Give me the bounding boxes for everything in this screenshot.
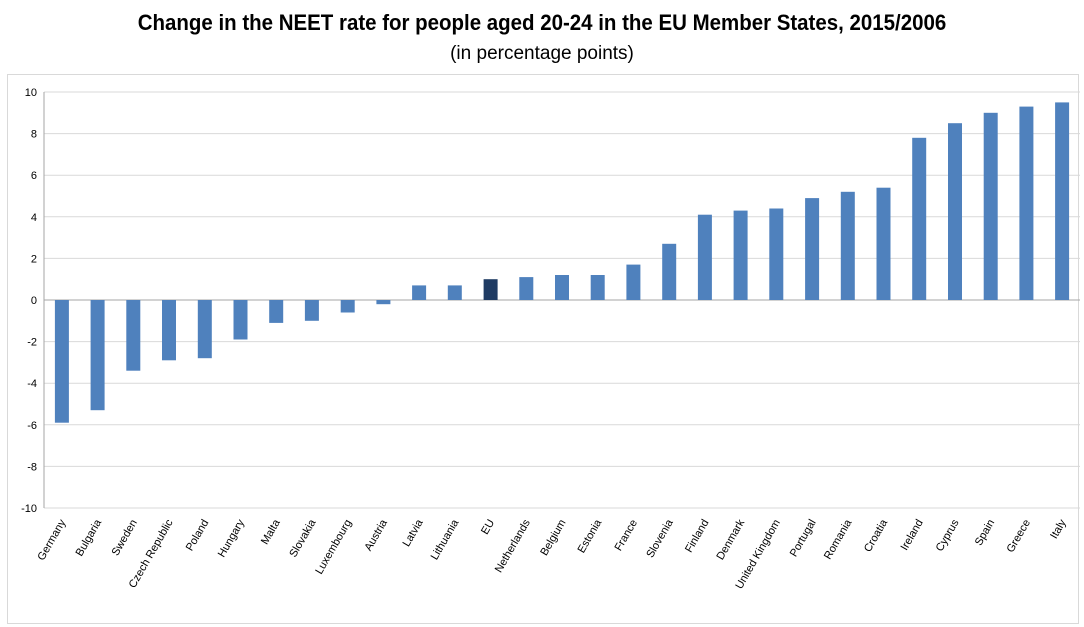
y-tick-label: 10 [25, 87, 37, 99]
x-tick-label: Denmark [715, 517, 748, 562]
x-tick-label: Latvia [401, 517, 427, 549]
x-tick-label: Germany [35, 517, 68, 563]
bar-austria [376, 300, 391, 305]
x-tick-label: Lithuania [429, 517, 462, 562]
x-tick-label: France [613, 518, 641, 554]
bar-slovakia [304, 300, 319, 321]
x-tick-label: Slovakia [287, 517, 319, 560]
bar-poland [197, 300, 212, 359]
x-tick-label: Portugal [788, 518, 819, 559]
bar-croatia [876, 187, 891, 300]
gridlines [44, 91, 1080, 509]
bar-greece [1019, 106, 1034, 300]
x-tick-label: Italy [1048, 517, 1069, 541]
y-tick-labels: 10 8 6 4 2 0 -2 -4 -6 -8 -10 [21, 87, 37, 515]
x-tick-label: Bulgaria [74, 517, 105, 559]
x-tick-label: Spain [973, 518, 997, 548]
x-tick-label: Estonia [576, 517, 605, 556]
y-tick-label: 4 [31, 212, 37, 224]
y-tick-label: -6 [27, 420, 37, 432]
chart-frame [7, 74, 1079, 624]
x-tick-label: Ireland [899, 518, 926, 553]
bar-portugal [805, 198, 820, 300]
bar-spain [983, 112, 998, 300]
x-tick-label: Greece [1005, 518, 1033, 555]
bar-sweden [126, 300, 141, 371]
x-tick-label: Croatia [862, 517, 891, 554]
bar-lithuania [447, 285, 462, 300]
y-tick-label: -4 [27, 378, 37, 390]
bar-romania [840, 191, 855, 300]
y-tick-label: -10 [21, 503, 37, 515]
x-tick-label: Slovenia [644, 517, 676, 560]
x-tick-label: Sweden [110, 518, 140, 558]
x-tick-label: Finland [683, 518, 711, 555]
bar-denmark [733, 210, 748, 300]
bar-malta [269, 300, 284, 323]
x-tick-label: Belgium [538, 518, 568, 558]
bar-latvia [412, 285, 427, 300]
bar-bulgaria [90, 300, 105, 411]
bar-cyprus [948, 123, 962, 300]
y-tick-label: -8 [27, 461, 37, 473]
x-tick-label: Cyprus [934, 517, 962, 554]
bar-ireland [912, 137, 927, 300]
bar-france [626, 264, 641, 300]
chart-subtitle: (in percentage points) [450, 43, 634, 64]
bar-eu [483, 279, 498, 300]
bar-belgium [555, 275, 569, 300]
bar-italy [1055, 102, 1070, 301]
y-tick-label: 2 [31, 253, 37, 265]
x-tick-label: Austria [362, 517, 390, 553]
bar-luxembourg [340, 300, 355, 313]
y-tick-label: 6 [31, 170, 37, 182]
y-tick-label: 0 [31, 295, 37, 307]
x-tick-label: EU [479, 517, 497, 536]
bar-finland [697, 214, 712, 300]
y-tick-label: -2 [27, 337, 37, 349]
x-tick-label: Netherlands [493, 517, 533, 575]
x-tick-label: Malta [259, 517, 283, 547]
bar-netherlands [519, 277, 534, 300]
bar-czech-republic [162, 300, 176, 361]
chart-title: Change in the NEET rate for people aged … [137, 10, 947, 35]
bar-estonia [590, 275, 605, 300]
x-tick-label: Poland [184, 518, 212, 554]
bars [54, 102, 1070, 423]
x-tick-label: Romania [822, 517, 855, 562]
bar-germany [54, 300, 69, 423]
x-tick-label: Hungary [216, 517, 247, 559]
bar-hungary [233, 300, 248, 340]
x-tick-label: Luxembourg [313, 518, 354, 577]
bar-slovenia [662, 243, 677, 300]
bar-united-kingdom [769, 208, 784, 300]
y-tick-label: 8 [31, 129, 37, 141]
